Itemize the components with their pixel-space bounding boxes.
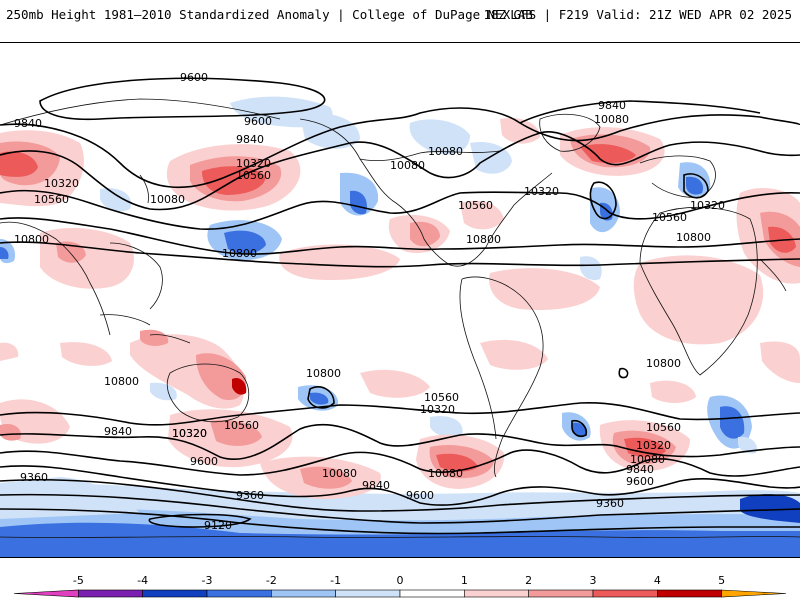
colorbar-swatch bbox=[721, 589, 787, 598]
contour-label: 10800 bbox=[676, 231, 711, 244]
contour-label: 10080 bbox=[428, 467, 463, 480]
colorbar-tick-label: -4 bbox=[137, 574, 148, 587]
colorbar-swatch bbox=[78, 589, 143, 598]
contour-label: 9360 bbox=[236, 489, 264, 502]
contour-labels: 9600 9840 9840 10080 10080 10320 10320 1… bbox=[14, 71, 725, 532]
contour-label: 10800 bbox=[14, 233, 49, 246]
contour-label: 10560 bbox=[236, 169, 271, 182]
contour-label: 10320 bbox=[420, 403, 455, 416]
model-run-info: 18Z GFS | F219 Valid: 21Z WED APR 02 202… bbox=[483, 7, 792, 22]
anomaly-map: 9600 9840 9840 10080 10080 10320 10320 1… bbox=[0, 43, 800, 557]
contour-label: 10320 bbox=[172, 427, 207, 440]
contour-label: 9120 bbox=[204, 519, 232, 532]
colorbar-tick-label: -1 bbox=[330, 574, 341, 587]
colorbar: -5 -4 -3 -2 -1 0 1 2 3 4 5 bbox=[13, 574, 787, 598]
colorbar-swatch bbox=[528, 589, 594, 598]
contour-label: 10080 bbox=[322, 467, 357, 480]
map-header: 250mb Height 1981–2010 Standardized Anom… bbox=[0, 0, 800, 36]
contour-label: 10320 bbox=[636, 439, 671, 452]
colorbar-swatch bbox=[464, 589, 529, 598]
contour-label: 10320 bbox=[236, 157, 271, 170]
contour-label: 10080 bbox=[428, 145, 463, 158]
colorbar-tick-label: -2 bbox=[266, 574, 277, 587]
contour-label: 10080 bbox=[594, 113, 629, 126]
contour-label: 10560 bbox=[224, 419, 259, 432]
colorbar-swatch bbox=[206, 589, 272, 598]
contour-label: 9600 bbox=[626, 475, 654, 488]
contour-label: 9600 bbox=[244, 115, 272, 128]
contour-label: 10560 bbox=[652, 211, 687, 224]
contour-label: 9360 bbox=[596, 497, 624, 510]
contour-label: 10320 bbox=[690, 199, 725, 212]
contour-label: 9840 bbox=[598, 99, 626, 112]
colorbar-swatch bbox=[335, 589, 401, 598]
contour-label: 10800 bbox=[222, 247, 257, 260]
colorbar-tick-label: 2 bbox=[525, 574, 532, 587]
colorbar-tick-label: 3 bbox=[590, 574, 597, 587]
contour-label: 10320 bbox=[172, 427, 207, 440]
contour-label: 10080 bbox=[150, 193, 185, 206]
colorbar-tick-label: -5 bbox=[73, 574, 84, 587]
contour-label: 9840 bbox=[104, 425, 132, 438]
colorbar-tick-label: 0 bbox=[397, 574, 404, 587]
colorbar-tick-label: 4 bbox=[654, 574, 661, 587]
contour-label: 9840 bbox=[626, 463, 654, 476]
map-panel: 9600 9840 9840 10080 10080 10320 10320 1… bbox=[0, 42, 800, 558]
map-title: 250mb Height 1981–2010 Standardized Anom… bbox=[6, 7, 533, 22]
contour-label: 10320 bbox=[44, 177, 79, 190]
contour-label: 9840 bbox=[236, 133, 264, 146]
colorbar-tick-label: 5 bbox=[718, 574, 725, 587]
colorbar-swatch bbox=[657, 589, 722, 598]
contour-label: 9840 bbox=[362, 479, 390, 492]
contour-label: 10560 bbox=[646, 421, 681, 434]
coastlines bbox=[0, 98, 800, 538]
contour-label: 9600 bbox=[406, 489, 434, 502]
contour-label: 9600 bbox=[190, 455, 218, 468]
contour-label: 9840 bbox=[14, 117, 42, 130]
contour-label: 10800 bbox=[466, 233, 501, 246]
colorbar-swatch bbox=[399, 589, 465, 598]
contour-label: 10560 bbox=[424, 391, 459, 404]
colorbar-swatch bbox=[592, 589, 658, 598]
contour-label: 10080 bbox=[630, 453, 665, 466]
negative-anomaly-shading bbox=[0, 96, 800, 557]
colorbar-swatch bbox=[13, 589, 79, 598]
contour-label: 10080 bbox=[390, 159, 425, 172]
colorbar-tick-label: -3 bbox=[202, 574, 213, 587]
contour-label: 10800 bbox=[306, 367, 341, 380]
colorbar-swatch bbox=[142, 589, 208, 598]
colorbar-swatch bbox=[271, 589, 336, 598]
contour-label: 10320 bbox=[524, 185, 559, 198]
colorbar-tick-label: 1 bbox=[461, 574, 468, 587]
contour-label: 10560 bbox=[34, 193, 69, 206]
height-contours bbox=[0, 77, 800, 535]
colorbar-swatches bbox=[13, 589, 787, 598]
contour-label: 9600 bbox=[180, 71, 208, 84]
contour-label: 9360 bbox=[20, 471, 48, 484]
contour-label: 10560 bbox=[458, 199, 493, 212]
colorbar-tick-labels: -5 -4 -3 -2 -1 0 1 2 3 4 5 bbox=[73, 574, 725, 587]
contour-label: 10800 bbox=[104, 375, 139, 388]
positive-anomaly-shading bbox=[0, 117, 800, 499]
contour-label: 10800 bbox=[646, 357, 681, 370]
